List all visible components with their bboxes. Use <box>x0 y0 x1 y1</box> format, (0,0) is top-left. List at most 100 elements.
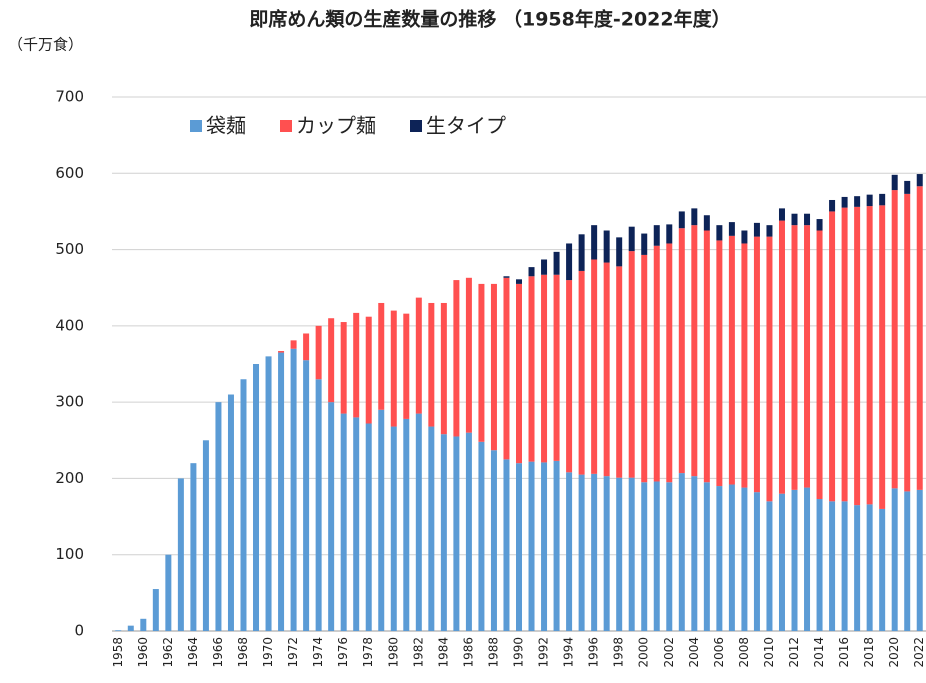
bar-segment <box>140 618 147 631</box>
bar-segment <box>152 589 159 631</box>
bar-segment <box>703 482 710 631</box>
x-tick-label: 1972 <box>286 637 300 668</box>
bar-segment <box>303 360 310 631</box>
bar-segment <box>566 243 573 281</box>
x-tick-label: 1962 <box>161 637 175 668</box>
bar-segment <box>553 251 560 275</box>
bar-segment <box>666 243 673 483</box>
bar-segment <box>503 277 510 460</box>
bar-segment <box>691 208 698 226</box>
bar-segment <box>778 493 785 631</box>
y-tick-label: 300 <box>55 393 84 411</box>
bar-segment <box>804 225 811 488</box>
bar-segment <box>804 213 811 226</box>
x-tick-label: 1996 <box>587 637 601 668</box>
bar-segment <box>290 348 297 631</box>
x-tick-label: 1990 <box>512 637 526 668</box>
bar-segment <box>678 473 685 631</box>
y-tick-label: 100 <box>55 545 84 563</box>
bar-segment <box>678 211 685 229</box>
bar-segment <box>854 505 861 631</box>
x-tick-label: 1984 <box>436 637 450 668</box>
bar-segment <box>115 630 122 631</box>
x-tick-label: 1968 <box>236 637 250 668</box>
bar-segment <box>177 478 184 631</box>
bar-segment <box>854 206 861 506</box>
bar-segment <box>641 482 648 631</box>
bar-segment <box>415 413 422 631</box>
bar-segment <box>453 436 460 631</box>
bar-segment <box>428 302 435 427</box>
bar-segment <box>278 352 285 631</box>
bar-segment <box>728 235 735 485</box>
bar-segment <box>378 302 385 410</box>
bar-segment <box>879 193 886 206</box>
x-tick-label: 2022 <box>912 637 926 668</box>
bar-segment <box>616 477 623 631</box>
bar-segment <box>328 318 335 403</box>
x-tick-label: 2016 <box>837 637 851 668</box>
bar-segment <box>340 413 347 631</box>
bar-segment <box>753 492 760 631</box>
x-tick-label: 1964 <box>186 637 200 668</box>
x-tick-label: 1988 <box>486 637 500 668</box>
bar-segment <box>829 199 836 212</box>
bar-segment <box>841 501 848 631</box>
y-tick-label: 200 <box>55 469 84 487</box>
bar-segment <box>791 225 798 490</box>
x-tick-label: 2002 <box>662 637 676 668</box>
bar-segment <box>541 259 548 275</box>
bar-segment <box>403 313 410 419</box>
bar-segment <box>591 225 598 260</box>
bar-segment <box>829 211 836 502</box>
bar-segment <box>328 402 335 631</box>
bar-segment <box>516 463 522 631</box>
x-tick-label: 2006 <box>712 637 726 668</box>
bar-segment <box>841 196 848 208</box>
bar-segment <box>741 487 748 631</box>
bar-segment <box>703 215 710 231</box>
y-tick-label: 0 <box>74 622 84 640</box>
bar-segment <box>628 251 635 478</box>
bar-segment <box>390 426 397 631</box>
bar-segment <box>453 280 460 437</box>
x-tick-label: 2008 <box>737 637 751 668</box>
bar-segment <box>791 213 798 226</box>
bar-segment <box>728 484 735 631</box>
bar-segment <box>628 226 635 252</box>
bar-segment <box>891 174 898 191</box>
bar-segment <box>641 233 648 255</box>
bar-segment <box>541 462 548 631</box>
bar-segment <box>528 461 535 631</box>
bar-segment <box>716 240 723 487</box>
bar-segment <box>591 473 598 631</box>
bar-segment <box>516 279 522 284</box>
bar-segment <box>816 230 823 500</box>
bar-segment <box>741 243 748 488</box>
bar-segment <box>490 283 497 451</box>
bar-segment <box>653 225 660 246</box>
bar-segment <box>691 476 698 631</box>
bar-segment <box>778 208 785 221</box>
x-tick-label: 2014 <box>812 637 826 668</box>
bar-segment <box>753 236 760 493</box>
bar-segment <box>428 426 435 631</box>
bar-segment <box>716 225 723 241</box>
legend-label: カップ麺 <box>296 114 376 138</box>
y-axis-label: （千万食） <box>8 36 83 54</box>
bar-segment <box>916 489 923 631</box>
x-tick-label: 1998 <box>612 637 626 668</box>
bar-segment <box>879 205 886 509</box>
x-tick-label: 1960 <box>136 637 150 668</box>
bar-segment <box>578 474 585 631</box>
bar-segment <box>190 463 197 631</box>
bar-segment <box>528 267 535 277</box>
bar-segment <box>766 225 773 237</box>
x-tick-label: 1994 <box>562 637 576 668</box>
x-tick-label: 1966 <box>211 637 225 668</box>
x-tick-label: 2020 <box>887 637 901 668</box>
bar-segment <box>616 266 623 478</box>
bar-segment <box>666 482 673 631</box>
bar-segment <box>753 222 760 237</box>
